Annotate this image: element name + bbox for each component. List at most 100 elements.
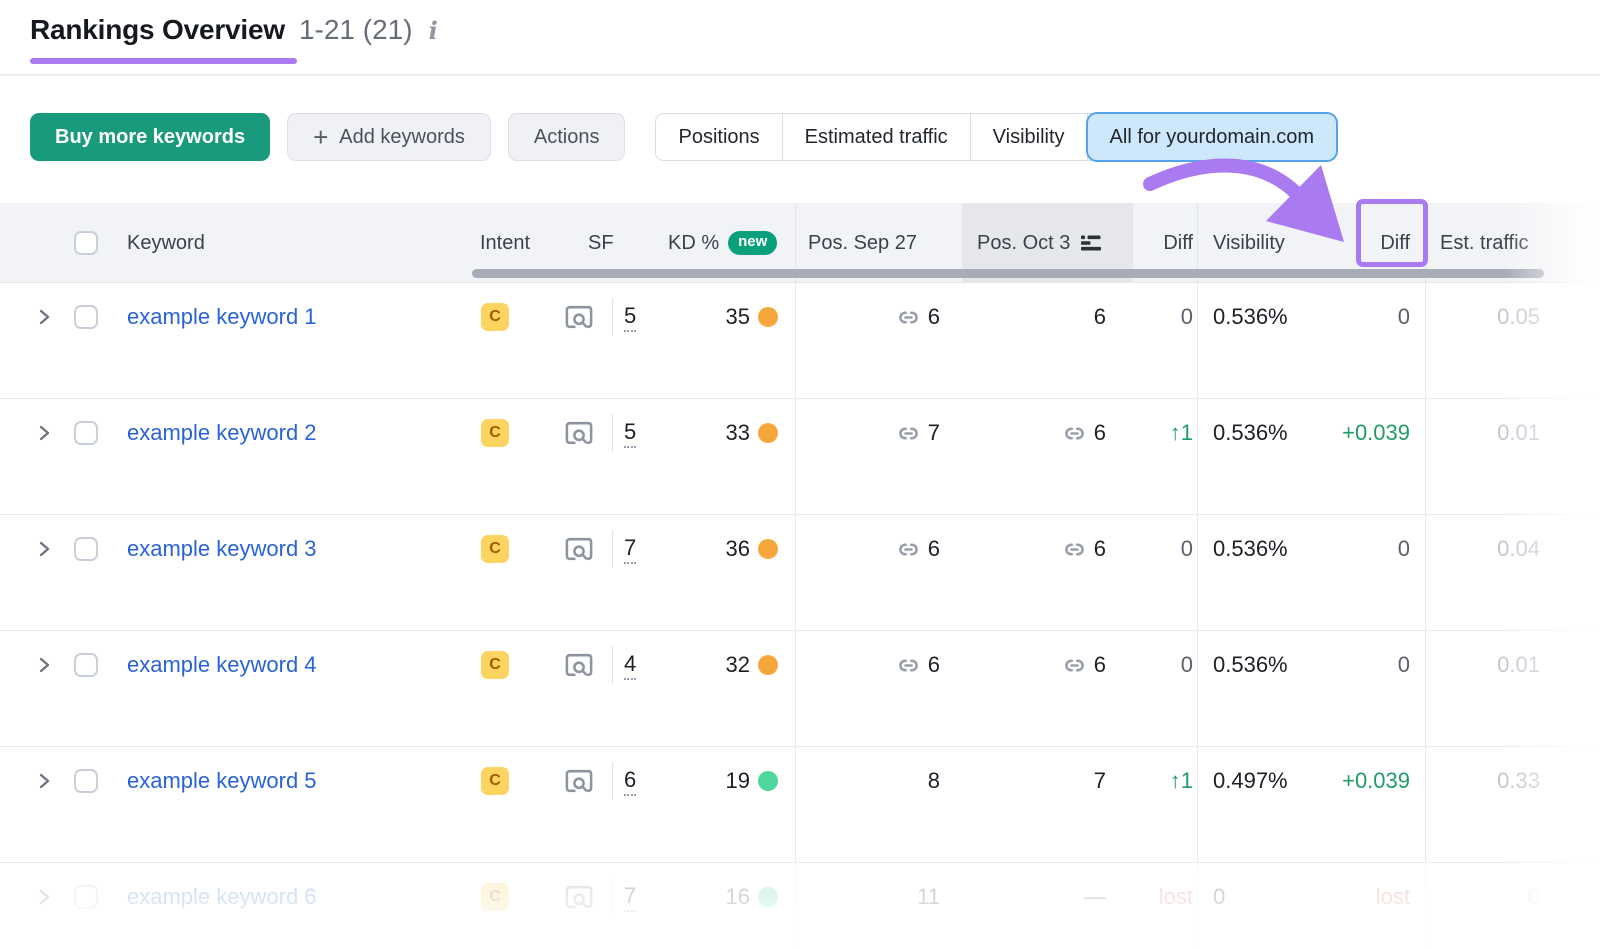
est-traffic-cell: 0.05 xyxy=(1497,304,1540,329)
position-value: 6 xyxy=(1093,652,1106,677)
visibility-diff-cell: 0 xyxy=(1397,304,1410,329)
column-separator xyxy=(1425,747,1426,863)
sf-count[interactable]: 4 xyxy=(624,645,637,685)
position-link-icon[interactable] xyxy=(1061,536,1088,563)
info-icon[interactable]: i xyxy=(428,16,438,45)
column-separator xyxy=(1425,863,1426,949)
sf-count[interactable]: 5 xyxy=(624,297,637,337)
visibility-diff-cell: 0 xyxy=(1397,652,1410,677)
pos-oct3-cell: 7 xyxy=(966,761,1106,801)
column-header-pos-sep27[interactable]: Pos. Sep 27 xyxy=(808,231,917,254)
kd-difficulty-dot xyxy=(758,771,778,791)
table-body: example keyword 1 C 5 35 6 6 0 0.536% 0 0.05 examp… xyxy=(0,283,1600,949)
serp-features-icon[interactable] xyxy=(564,297,594,337)
keyword-link[interactable]: example keyword 4 xyxy=(127,652,317,677)
table-row: example keyword 6 C 7 16 11 — lost 0 lost 0 xyxy=(0,863,1600,949)
serp-features-icon[interactable] xyxy=(564,877,594,917)
row-checkbox[interactable] xyxy=(74,537,98,561)
serp-features-icon[interactable] xyxy=(564,645,594,685)
horizontal-scrollbar[interactable] xyxy=(472,269,1544,278)
column-header-diff-visibility[interactable]: Diff xyxy=(1380,231,1410,254)
pos-sep27-cell: 6 xyxy=(800,529,940,569)
position-diff-cell: ↑1 xyxy=(1169,768,1193,793)
kd-value: 35 xyxy=(725,304,750,329)
keyword-link[interactable]: example keyword 6 xyxy=(127,884,317,909)
position-link-icon[interactable] xyxy=(895,536,922,563)
buy-more-keywords-button[interactable]: Buy more keywords xyxy=(30,113,271,161)
pos-sep27-cell: 6 xyxy=(800,297,940,337)
tab-positions[interactable]: Positions xyxy=(656,114,783,160)
column-separator xyxy=(1425,515,1426,631)
serp-features-icon[interactable] xyxy=(564,761,594,801)
serp-features-icon[interactable] xyxy=(564,529,594,569)
column-header-intent[interactable]: Intent xyxy=(480,231,531,254)
row-checkbox[interactable] xyxy=(74,421,98,445)
column-header-kd[interactable]: KD % new xyxy=(668,203,778,283)
position-link-icon[interactable] xyxy=(895,420,922,447)
position-diff-cell: 0 xyxy=(1180,536,1193,561)
visibility-cell: 0.497% xyxy=(1213,768,1288,793)
sf-divider xyxy=(612,878,613,916)
tab-estimated-traffic[interactable]: Estimated traffic xyxy=(782,114,971,160)
sf-count[interactable]: 6 xyxy=(624,761,637,801)
column-header-pos-oct3[interactable]: Pos. Oct 3 xyxy=(977,203,1102,283)
keyword-link[interactable]: example keyword 2 xyxy=(127,420,317,445)
intent-badge: C xyxy=(481,883,509,911)
position-link-icon[interactable] xyxy=(1061,652,1088,679)
kd-difficulty-dot xyxy=(758,887,778,907)
column-separator xyxy=(1425,399,1426,515)
est-traffic-cell: 0 xyxy=(1527,884,1540,909)
position-diff-cell: 0 xyxy=(1180,652,1193,677)
row-checkbox[interactable] xyxy=(74,653,98,677)
expand-chevron-icon[interactable] xyxy=(36,413,52,453)
est-traffic-cell: 0.01 xyxy=(1497,652,1540,677)
sf-count[interactable]: 7 xyxy=(624,877,637,917)
column-separator xyxy=(795,747,796,863)
result-range: 1-21 (21) xyxy=(298,14,413,45)
view-switcher: Positions Estimated traffic Visibility A… xyxy=(655,113,1338,161)
intent-badge: C xyxy=(481,303,509,331)
expand-chevron-icon[interactable] xyxy=(36,645,52,685)
position-link-icon[interactable] xyxy=(1061,420,1088,447)
add-keywords-button[interactable]: + Add keywords xyxy=(287,113,491,161)
keyword-link[interactable]: example keyword 3 xyxy=(127,536,317,561)
sf-count[interactable]: 5 xyxy=(624,413,637,453)
kd-value: 16 xyxy=(725,884,750,909)
position-diff-cell: 0 xyxy=(1180,304,1193,329)
pos-sep27-cell: 11 xyxy=(800,877,940,917)
keyword-link[interactable]: example keyword 1 xyxy=(127,304,317,329)
sf-count[interactable]: 7 xyxy=(624,529,637,569)
position-value: 6 xyxy=(927,652,940,677)
tab-visibility[interactable]: Visibility xyxy=(970,114,1088,160)
pos-oct3-header-label: Pos. Oct 3 xyxy=(977,231,1071,254)
position-link-icon[interactable] xyxy=(895,304,922,331)
serp-features-icon[interactable] xyxy=(564,413,594,453)
column-header-sf[interactable]: SF xyxy=(588,231,614,254)
kd-difficulty-dot xyxy=(758,423,778,443)
row-checkbox[interactable] xyxy=(74,769,98,793)
select-all-checkbox[interactable] xyxy=(74,231,98,255)
expand-chevron-icon[interactable] xyxy=(36,877,52,917)
position-link-icon[interactable] xyxy=(895,652,922,679)
column-header-diff-position[interactable]: Diff xyxy=(1163,231,1193,254)
visibility-cell: 0 xyxy=(1213,884,1226,909)
position-diff-cell: ↑1 xyxy=(1169,420,1193,445)
kd-value: 32 xyxy=(725,652,750,677)
row-checkbox[interactable] xyxy=(74,885,98,909)
column-header-keyword[interactable]: Keyword xyxy=(127,231,205,254)
visibility-diff-cell: lost xyxy=(1375,884,1410,909)
tab-all-for-domain[interactable]: All for yourdomain.com xyxy=(1087,114,1337,160)
row-checkbox[interactable] xyxy=(74,305,98,329)
expand-chevron-icon[interactable] xyxy=(36,529,52,569)
table-header-row: Keyword Intent SF KD % new Pos. Sep 27 P… xyxy=(0,199,1600,283)
add-keywords-label: Add keywords xyxy=(339,125,465,148)
sf-divider xyxy=(612,530,613,568)
kd-difficulty-dot xyxy=(758,655,778,675)
expand-chevron-icon[interactable] xyxy=(36,761,52,801)
column-separator xyxy=(795,515,796,631)
keyword-link[interactable]: example keyword 5 xyxy=(127,768,317,793)
position-value: 6 xyxy=(1093,304,1106,329)
expand-chevron-icon[interactable] xyxy=(36,297,52,337)
actions-button[interactable]: Actions xyxy=(507,113,626,161)
est-traffic-cell: 0.01 xyxy=(1497,420,1540,445)
